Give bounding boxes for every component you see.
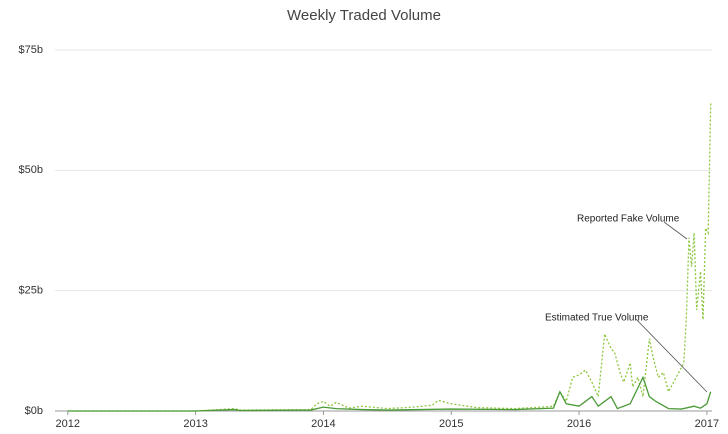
x-tick-label: 2017	[695, 418, 719, 430]
series-line	[67, 375, 712, 412]
chart-title: Weekly Traded Volume	[287, 7, 441, 24]
series-annotation: Estimated True Volume	[545, 313, 649, 324]
series-line	[67, 102, 712, 412]
y-tick-label: $50b	[19, 164, 43, 176]
y-tick-label: $75b	[19, 44, 43, 56]
annotation-leader	[663, 221, 688, 240]
series-annotation: Reported Fake Volume	[577, 214, 680, 225]
x-tick-label: 2012	[56, 418, 80, 430]
x-tick-label: 2014	[311, 418, 335, 430]
x-tick-label: 2016	[567, 418, 591, 430]
y-tick-label: $25b	[19, 285, 43, 297]
x-tick-label: 2013	[183, 418, 207, 430]
y-tick-label: $0b	[25, 405, 43, 417]
x-tick-label: 2015	[439, 418, 463, 430]
annotation-leader	[634, 317, 708, 393]
